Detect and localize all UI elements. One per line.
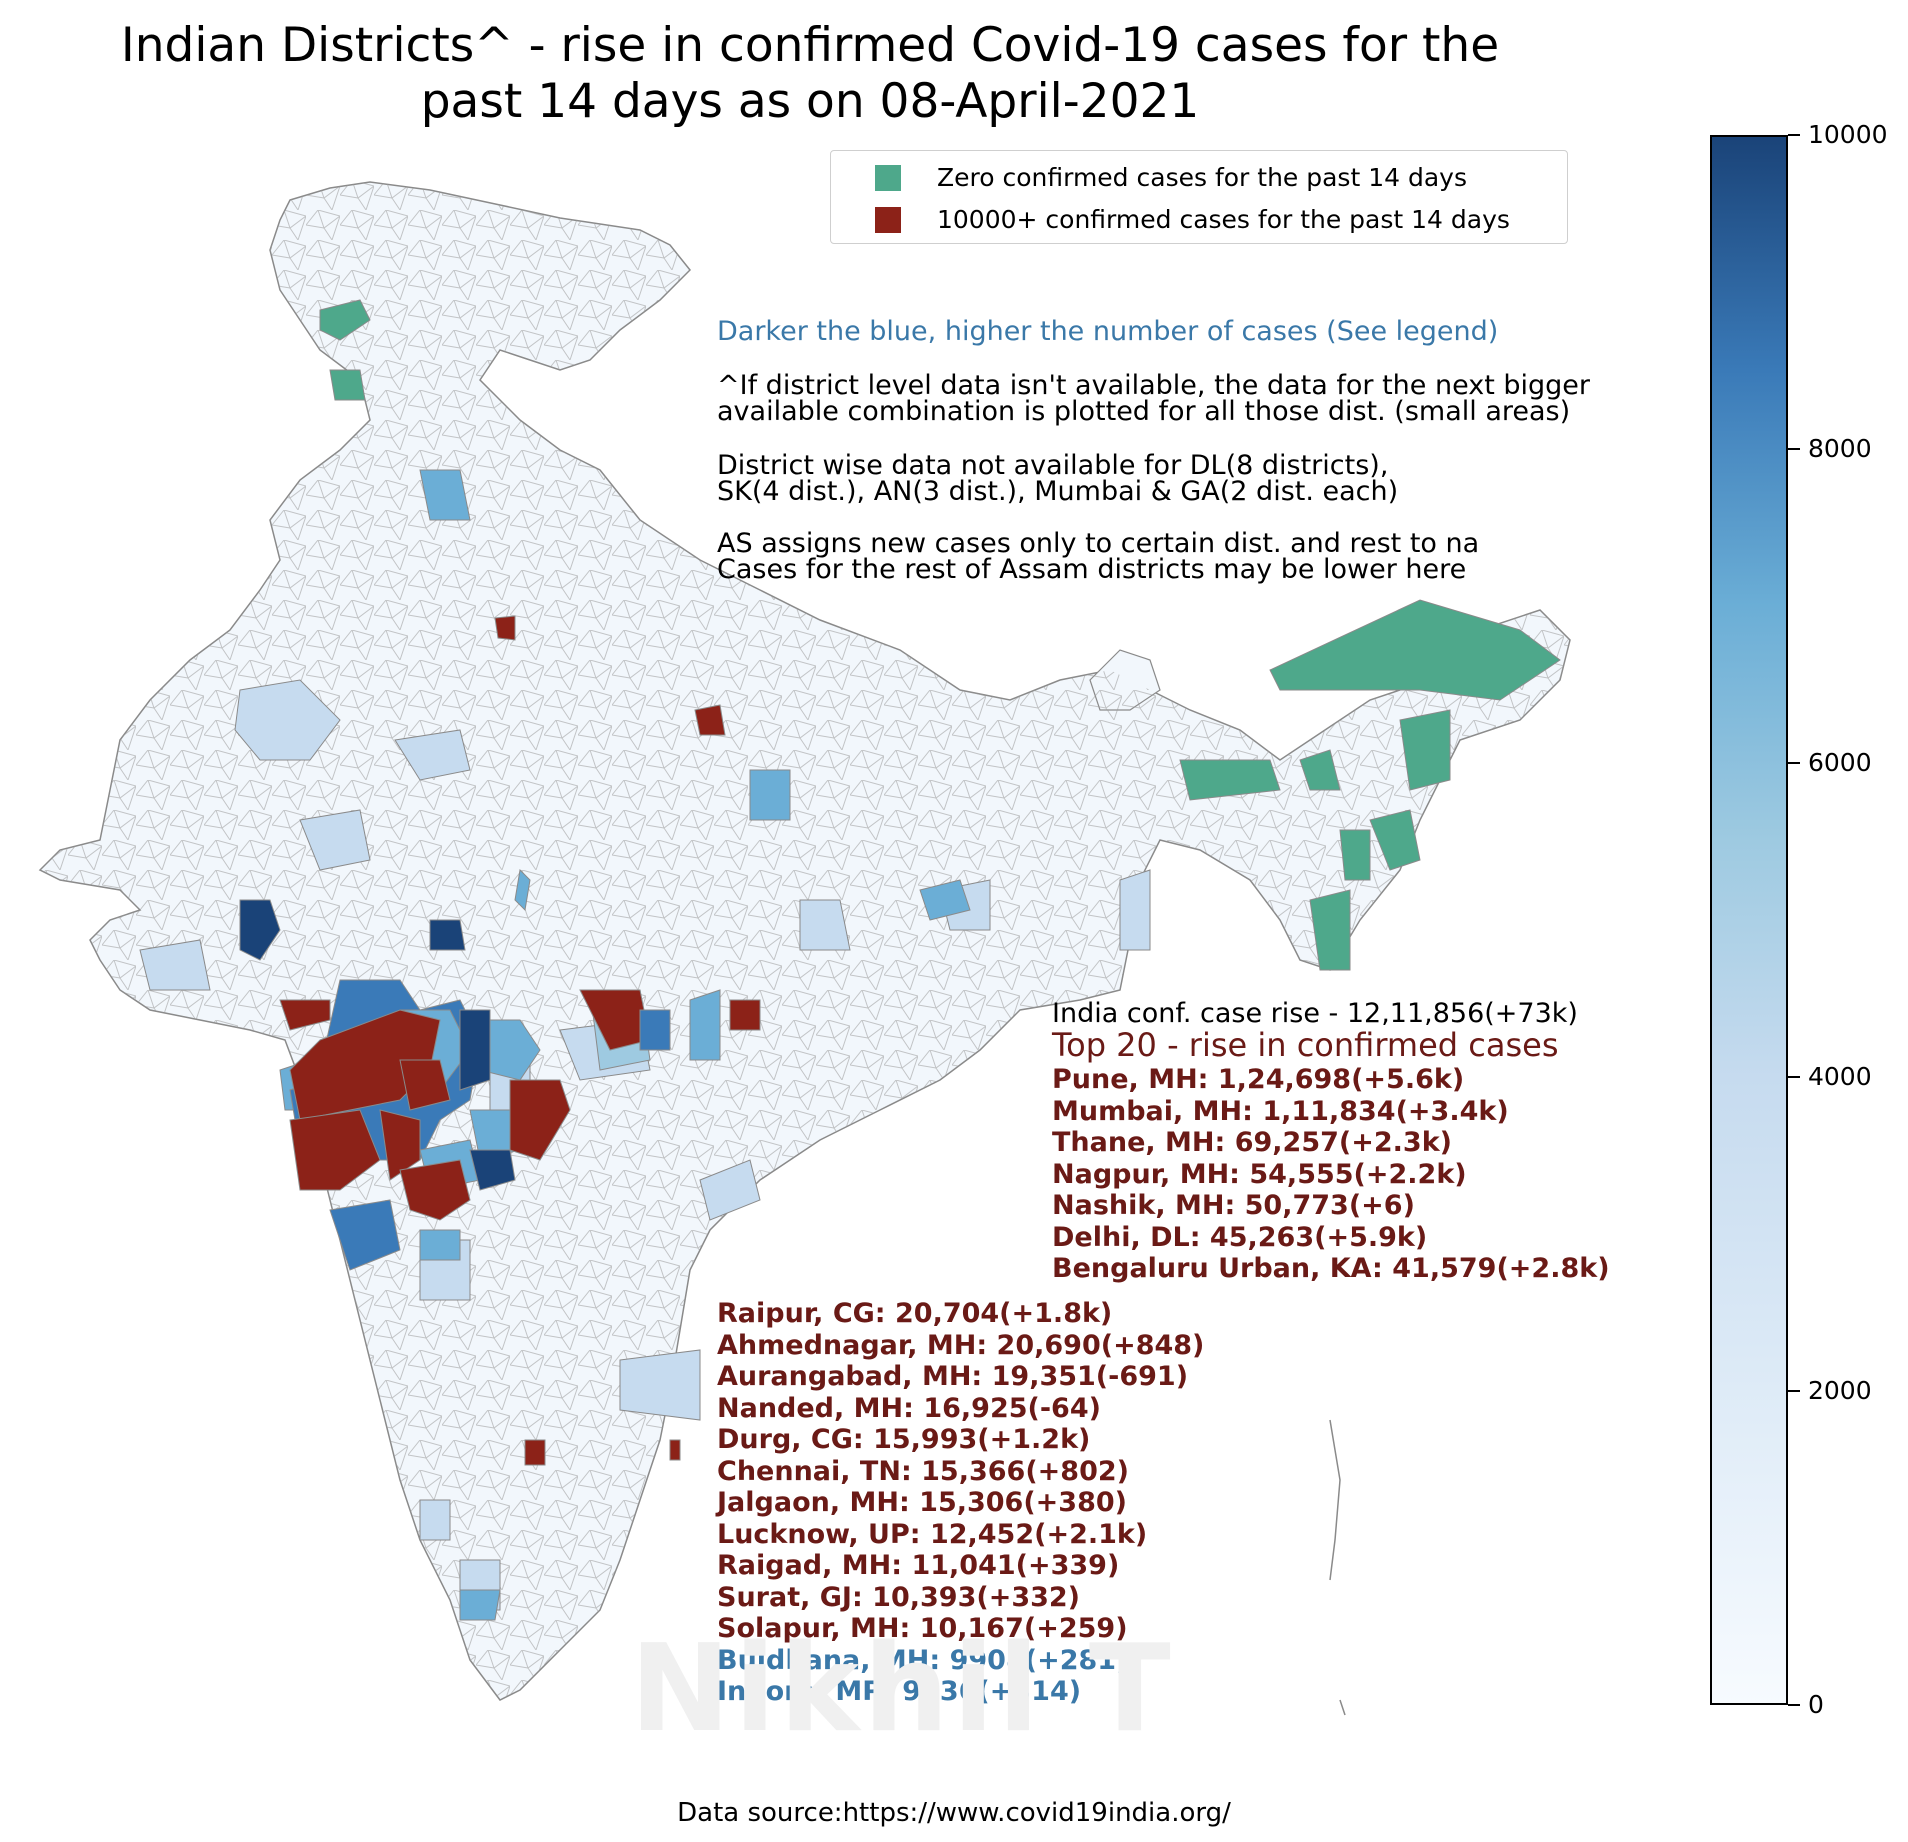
colorbar-tick [1788, 1704, 1800, 1706]
colorbar-tick-label: 10000 [1808, 120, 1888, 149]
legend-swatch-high [875, 207, 901, 233]
top-item-12: Durg, CG: 15,993(+1.2k) [717, 1424, 1091, 1455]
top-item-2: Mumbai, MH: 1,11,834(+3.4k) [1052, 1095, 1509, 1127]
top-item-14: Jalgaon, MH: 15,306(+380) [717, 1487, 1128, 1518]
title-line-1: Indian Districts^ - rise in confirmed Co… [120, 18, 1500, 73]
colorbar-tick-label: 0 [1808, 1690, 1824, 1719]
legend-label-high: 10000+ confirmed cases for the past 14 d… [937, 205, 1510, 234]
legend-swatch-zero [875, 165, 901, 191]
top-item-8: Raipur, CG: 20,704(+1.8k) [717, 1298, 1113, 1329]
colorbar [1710, 135, 1788, 1705]
colorbar-gradient [1710, 135, 1788, 1705]
top-item-5: Nashik, MH: 50,773(+6) [1052, 1190, 1415, 1221]
title-line-2: past 14 days as on 08-April-2021 [420, 74, 1200, 129]
top-item-20: Indore, MP: 9836(+314) [717, 1676, 1082, 1707]
top-item-1: Pune, MH: 1,24,698(+5.6k) [1052, 1064, 1465, 1095]
top-item-18: Solapur, MH: 10,167(+259) [717, 1613, 1128, 1644]
chart-title: Indian Districts^ - rise in confirmed Co… [0, 18, 1620, 130]
top-item-17: Surat, GJ: 10,393(+332) [717, 1581, 1081, 1613]
watermark: Nikhil T [630, 1620, 1175, 1759]
note-missing-line-2: SK(4 dist.), AN(3 dist.), Mumbai & GA(2 … [717, 476, 1399, 507]
dark-blue-districts [239, 899, 466, 961]
colorbar-tick [1788, 448, 1800, 450]
top-item-4: Nagpur, MH: 54,555(+2.2k) [1052, 1158, 1467, 1190]
top-item-16: Raigad, MH: 11,041(+339) [717, 1550, 1120, 1581]
colorbar-tick [1788, 762, 1800, 764]
top-item-10: Aurangabad, MH: 19,351(-691) [717, 1361, 1189, 1392]
colorbar-tick-label: 6000 [1808, 748, 1872, 777]
green-districts [319, 299, 1561, 971]
light-blue-districts [139, 679, 1151, 1611]
colorbar-tick [1788, 1076, 1800, 1078]
note-caret-line-1: ^If district level data isn't available,… [717, 370, 1590, 401]
andaman-islands [1329, 1419, 1346, 1716]
top-item-19: Buldhana, MH: 9908(+281) [717, 1644, 1129, 1676]
top-item-7: Bengaluru Urban, KA: 41,579(+2.8k) [1052, 1253, 1610, 1284]
legend: Zero confirmed cases for the past 14 day… [830, 150, 1568, 244]
note-missing-line-1: District wise data not available for DL(… [717, 450, 1389, 481]
colorbar-tick [1788, 134, 1800, 136]
colorbar-tick-label: 8000 [1808, 434, 1872, 463]
colorbar-tick-label: 4000 [1808, 1062, 1872, 1091]
colorbar-tick [1788, 1390, 1800, 1392]
maharashtra-cluster [279, 979, 761, 1271]
top-item-11: Nanded, MH: 16,925(-64) [717, 1392, 1101, 1424]
top-item-15: Lucknow, UP: 12,452(+2.1k) [717, 1518, 1148, 1550]
note-assam-line-1: AS assigns new cases only to certain dis… [717, 528, 1480, 559]
data-source: Data source:https://www.covid19india.org… [677, 1798, 1231, 1828]
top-item-13: Chennai, TN: 15,366(+802) [717, 1455, 1129, 1487]
note-blue: Darker the blue, higher the number of ca… [717, 316, 1499, 347]
red-districts [494, 615, 726, 1466]
note-assam-line-2: Cases for the rest of Assam districts ma… [717, 554, 1467, 585]
top-item-3: Thane, MH: 69,257(+2.3k) [1052, 1127, 1452, 1158]
colorbar-tick-label: 2000 [1808, 1376, 1872, 1405]
top-item-9: Ahmednagar, MH: 20,690(+848) [717, 1329, 1205, 1361]
top-item-6: Delhi, DL: 45,263(+5.9k) [1052, 1221, 1428, 1253]
note-caret-line-2: available combination is plotted for all… [717, 396, 1571, 427]
legend-label-zero: Zero confirmed cases for the past 14 day… [937, 163, 1467, 192]
top-20-title: Top 20 - rise in confirmed cases [1052, 1026, 1559, 1064]
india-case-rise: India conf. case rise - 12,11,856(+73k) [1052, 998, 1578, 1029]
